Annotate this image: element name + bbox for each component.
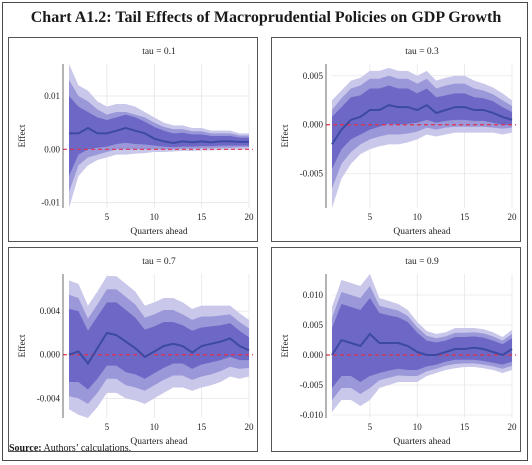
x-tick-label: 10 [150,422,160,432]
y-axis-label: Effect [280,124,291,147]
confidence-band-inner [332,298,512,388]
x-tick-label: 10 [413,422,423,432]
y-axis-label: Effect [280,334,291,357]
x-tick-label: 5 [368,422,373,432]
x-tick-label: 20 [508,212,518,222]
y-axis-label: Effect [17,124,28,147]
x-tick-label: 20 [245,422,255,432]
y-tick-label: 0.000 [303,350,324,360]
x-tick-label: 15 [197,212,207,222]
panel-tau-0-1: 5 10 15 20 -0.01 0.00 0.01 tau = 0.1 Quarters ah… [8,37,258,242]
y-tick-label: 0.01 [44,91,60,101]
source-text: Authors’ calculations. [41,443,132,454]
y-tick-label: 0.004 [40,306,61,316]
panel-tau-0-9: 5 10 15 20 -0.010 -0.005 0.000 0.005 0.010 tau = … [271,247,521,452]
x-tick-label: 10 [413,212,423,222]
chart-svg: 5 10 15 20 -0.004 0.000 0.004 tau = 0.7 Quarters… [17,257,255,447]
confidence-band-inner [332,85,512,169]
x-tick-label: 10 [150,212,160,222]
x-axis-label: Quarters ahead [393,437,450,447]
chart-figure: Chart A1.2: Tail Effects of Macroprudent… [2,2,528,461]
x-axis-label: Quarters ahead [130,227,187,237]
y-tick-label: 0.010 [303,290,324,300]
y-tick-label: 0.000 [40,350,61,360]
panel-title: tau = 0.1 [142,47,176,57]
panel-title: tau = 0.9 [405,257,439,267]
y-tick-label: -0.005 [300,169,324,179]
x-tick-label: 5 [368,212,373,222]
x-tick-label: 5 [105,212,110,222]
x-tick-label: 15 [460,212,470,222]
x-tick-label: 20 [508,422,518,432]
estimate-line [331,103,513,145]
panel-title: tau = 0.7 [142,257,176,267]
x-axis-label: Quarters ahead [393,227,450,237]
panel-tau-0-7: 5 10 15 20 -0.004 0.000 0.004 tau = 0.7 Quarters… [8,247,258,452]
chart-svg: 5 10 15 20 -0.005 0.000 0.005 tau = 0.3 Quarters… [280,47,518,237]
y-tick-label: -0.01 [41,198,60,208]
y-tick-label: 0.005 [303,320,324,330]
y-tick-label: -0.010 [300,410,324,420]
y-tick-label: 0.005 [303,71,324,81]
confidence-band-inner [69,302,249,390]
y-tick-label: -0.005 [300,380,324,390]
x-tick-label: 5 [105,422,110,432]
chart-svg: 5 10 15 20 -0.010 -0.005 0.000 0.005 0.010 tau = … [280,257,518,447]
x-tick-label: 20 [245,212,255,222]
panel-tau-0-3: 5 10 15 20 -0.005 0.000 0.005 tau = 0.3 Quarters… [271,37,521,242]
confidence-band-inner [69,96,249,176]
figure-title: Chart A1.2: Tail Effects of Macroprudent… [30,9,502,26]
source-note: Source: Authors’ calculations. [9,443,131,454]
estimate-line [69,126,249,144]
y-tick-label: 0.000 [303,120,324,130]
estimate-line [331,332,513,357]
y-tick-label: 0.00 [44,144,60,154]
x-axis-label: Quarters ahead [130,437,187,447]
x-tick-label: 15 [460,422,470,432]
source-label: Source: [9,443,42,454]
x-tick-label: 15 [197,422,207,432]
y-axis-label: Effect [17,334,28,357]
panel-title: tau = 0.3 [405,47,439,57]
chart-svg: 5 10 15 20 -0.01 0.00 0.01 tau = 0.1 Quarters ah… [17,47,255,237]
y-tick-label: -0.004 [37,393,61,403]
estimate-line [68,331,250,366]
